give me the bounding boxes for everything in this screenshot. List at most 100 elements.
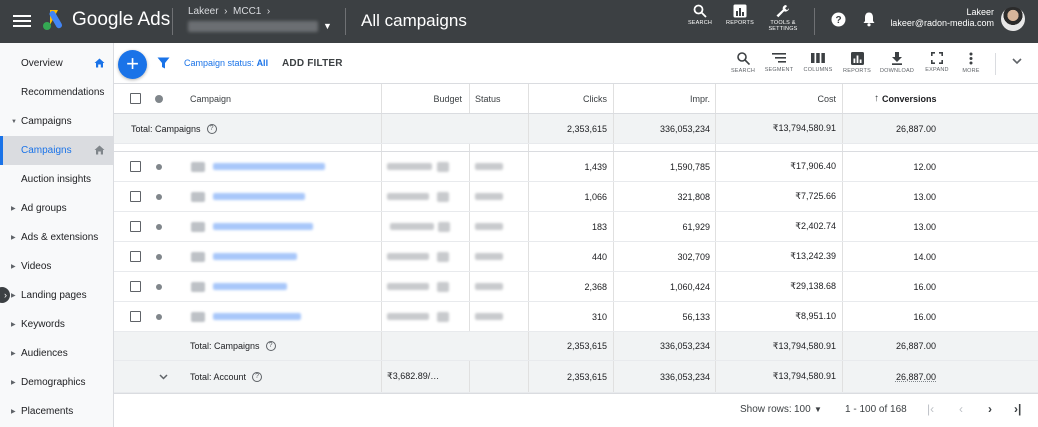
sidebar-group-campaigns[interactable]: ▼ Campaigns (0, 107, 114, 136)
create-campaign-button[interactable]: + (118, 50, 147, 79)
reports-tool-button[interactable]: REPORTS (839, 52, 875, 74)
select-all-checkbox[interactable] (130, 93, 141, 104)
budget-edit-icon[interactable] (437, 191, 449, 202)
sidebar-item-overview[interactable]: Overview (0, 49, 114, 78)
budget-edit-icon[interactable] (437, 251, 449, 262)
column-header-conversions-sorted[interactable]: ↑ Conversions (874, 84, 937, 113)
sidebar-item-landing-pages[interactable]: ▶ Landing pages (0, 281, 114, 310)
columns-button[interactable]: COLUMNS (800, 52, 836, 73)
status-dot-icon[interactable] (156, 223, 162, 230)
budget-value-blurred[interactable] (390, 223, 434, 230)
filter-icon[interactable] (157, 57, 170, 69)
column-header-clicks[interactable]: Clicks (583, 93, 607, 104)
add-filter-button[interactable]: ADD FILTER (282, 58, 343, 69)
table-row[interactable]: 2,368 1,060,424 ₹29,138.68 16.00 (114, 272, 1038, 302)
budget-value-blurred[interactable] (387, 253, 429, 260)
campaign-name-link-blurred[interactable] (213, 163, 325, 170)
status-dot-icon[interactable] (156, 193, 162, 200)
budget-value-blurred[interactable] (387, 313, 429, 320)
help-icon[interactable]: ? (206, 123, 217, 134)
status-dot-icon[interactable] (156, 283, 162, 290)
google-ads-logo-icon[interactable] (42, 9, 66, 31)
notifications-bell-icon[interactable] (862, 11, 876, 27)
table-row[interactable]: 440 302,709 ₹13,242.39 14.00 (114, 242, 1038, 272)
sidebar-item-ad-groups[interactable]: ▶ Ad groups (0, 194, 114, 223)
table-row[interactable]: 1,066 321,808 ₹7,725.66 13.00 (114, 182, 1038, 212)
breadcrumb-item-mcc[interactable]: MCC1 (233, 6, 262, 17)
help-icon[interactable]: ? (252, 371, 263, 382)
sidebar-item-videos[interactable]: ▶ Videos (0, 252, 114, 281)
chevron-down-icon[interactable] (159, 373, 168, 380)
previous-page-icon[interactable]: ‹ (959, 402, 963, 416)
user-email[interactable]: lakeer@radon-media.com (890, 18, 994, 28)
budget-value-blurred[interactable] (387, 193, 429, 200)
last-page-icon[interactable]: ›| (1014, 402, 1022, 416)
column-header-campaign[interactable]: Campaign (190, 93, 232, 104)
next-page-icon[interactable]: › (988, 402, 992, 416)
budget-edit-icon[interactable] (437, 161, 449, 172)
budget-value-blurred[interactable] (387, 163, 432, 170)
sidebar-collapse-chevron-icon[interactable]: › (0, 287, 10, 303)
sidebar-item-ads-extensions[interactable]: ▶ Ads & extensions (0, 223, 114, 252)
column-divider (528, 152, 529, 181)
sidebar-item-placements[interactable]: ▶ Placements (0, 397, 114, 426)
campaign-name-link-blurred[interactable] (213, 313, 301, 320)
campaign-status-filter-chip[interactable]: Campaign status: All (184, 58, 268, 68)
hamburger-menu-icon[interactable] (13, 12, 31, 30)
tools-settings-button[interactable]: TOOLS & SETTINGS (763, 4, 803, 32)
row-checkbox[interactable] (130, 191, 141, 202)
avatar[interactable] (1001, 7, 1025, 31)
column-header-status[interactable]: Status (475, 93, 501, 104)
first-page-icon[interactable]: |‹ (927, 402, 935, 416)
table-row[interactable]: 310 56,133 ₹8,951.10 16.00 (114, 302, 1038, 332)
account-dropdown-icon[interactable]: ▼ (323, 21, 332, 31)
rows-per-page-select[interactable]: 100 (794, 404, 811, 415)
column-header-impr[interactable]: Impr. (689, 93, 710, 104)
table-row[interactable]: 1,439 1,590,785 ₹17,906.40 12.00 (114, 152, 1038, 182)
help-icon[interactable]: ? (831, 12, 846, 27)
campaign-name-link-blurred[interactable] (213, 223, 313, 230)
campaign-name-link-blurred[interactable] (213, 283, 287, 290)
sidebar-item-campaigns[interactable]: Campaigns (0, 136, 114, 165)
search-button[interactable]: SEARCH (680, 4, 720, 26)
budget-edit-icon[interactable] (438, 221, 450, 232)
download-button[interactable]: DOWNLOAD (879, 52, 915, 74)
budget-value-blurred[interactable] (387, 283, 429, 290)
segment-button[interactable]: SEGMENT (761, 52, 797, 73)
row-checkbox[interactable] (130, 311, 141, 322)
reports-button[interactable]: REPORTS (720, 4, 760, 26)
sidebar-item-auction-insights[interactable]: Auction insights (0, 165, 114, 194)
sidebar-item-audiences[interactable]: ▶ Audiences (0, 339, 114, 368)
campaign-name-link-blurred[interactable] (213, 193, 305, 200)
campaign-name-link-blurred[interactable] (213, 253, 297, 260)
sidebar-item-recommendations[interactable]: Recommendations (0, 78, 114, 107)
table-search-button[interactable]: SEARCH (725, 52, 761, 74)
row-checkbox[interactable] (130, 281, 141, 292)
more-button[interactable]: MORE (953, 52, 989, 74)
status-dot-icon[interactable] (156, 313, 162, 320)
status-dot-icon[interactable] (155, 94, 163, 103)
budget-edit-icon[interactable] (437, 311, 449, 322)
campaign-name-cell (213, 182, 305, 211)
status-dot-icon[interactable] (156, 253, 162, 260)
breadcrumb[interactable]: Lakeer › MCC1 › (188, 6, 270, 17)
rows-dropdown-icon[interactable]: ▼ (814, 405, 822, 414)
sidebar-item-demographics[interactable]: ▶ Demographics (0, 368, 114, 397)
sidebar-item-keywords[interactable]: ▶ Keywords (0, 310, 114, 339)
budget-edit-icon[interactable] (437, 281, 449, 292)
row-checkbox[interactable] (130, 161, 141, 172)
row-checkbox[interactable] (130, 221, 141, 232)
clicks-cell: 2,368 (584, 281, 607, 292)
row-checkbox[interactable] (130, 251, 141, 262)
app-name[interactable]: Google Ads (72, 9, 171, 30)
user-name[interactable]: Lakeer (966, 7, 994, 17)
column-header-cost[interactable]: Cost (817, 93, 836, 104)
chevron-down-icon[interactable] (1012, 58, 1022, 65)
breadcrumb-item-manager[interactable]: Lakeer (188, 6, 219, 17)
help-icon[interactable]: ? (265, 341, 276, 351)
column-header-budget[interactable]: Budget (433, 93, 462, 104)
expand-button[interactable]: EXPAND (919, 52, 955, 73)
status-dot-icon[interactable] (156, 163, 162, 170)
table-row[interactable]: 183 61,929 ₹2,402.74 13.00 (114, 212, 1038, 242)
account-selector-blurred[interactable] (188, 21, 318, 32)
